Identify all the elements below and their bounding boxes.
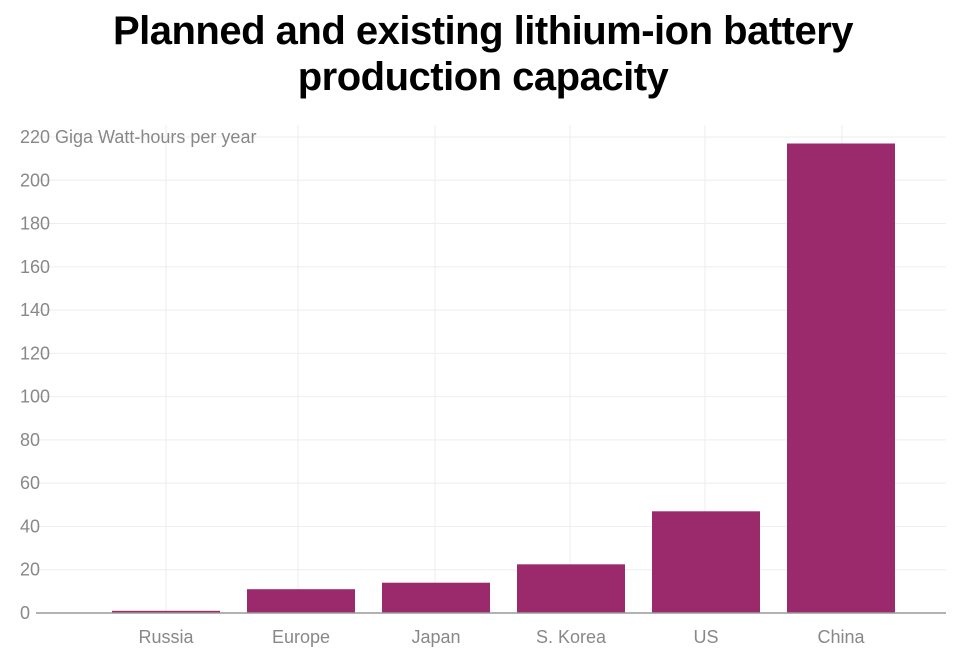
x-tick-label-russia: Russia	[138, 627, 194, 647]
bar-europe	[247, 589, 355, 613]
bar-s-korea	[517, 564, 625, 613]
x-tick-label-europe: Europe	[272, 627, 330, 647]
bar-russia	[112, 610, 220, 613]
y-tick-label-220: 220 Giga Watt-hours per year	[20, 127, 256, 147]
chart-title-line-2: production capacity	[297, 55, 669, 99]
y-tick-label-160: 160	[20, 257, 50, 277]
y-tick-label-200: 200	[20, 170, 50, 190]
y-tick-label-40: 40	[20, 516, 40, 536]
y-tick-label-20: 20	[20, 560, 40, 580]
bar-us	[652, 511, 760, 613]
x-tick-label-us: US	[693, 627, 718, 647]
x-tick-label-japan: Japan	[411, 627, 460, 647]
x-tick-label-s-korea: S. Korea	[536, 627, 607, 647]
y-tick-label-140: 140	[20, 300, 50, 320]
y-tick-label-80: 80	[20, 430, 40, 450]
bar-japan	[382, 582, 490, 613]
bar-china	[787, 143, 895, 613]
y-tick-label-180: 180	[20, 214, 50, 234]
chart-title-line-1: Planned and existing lithium-ion battery	[112, 9, 854, 53]
y-tick-label-120: 120	[20, 343, 50, 363]
x-tick-label-china: China	[817, 627, 865, 647]
chart-title: Planned and existing lithium-ion battery…	[0, 8, 966, 100]
y-tick-label-60: 60	[20, 473, 40, 493]
y-tick-label-0: 0	[20, 603, 30, 623]
y-tick-label-100: 100	[20, 387, 50, 407]
